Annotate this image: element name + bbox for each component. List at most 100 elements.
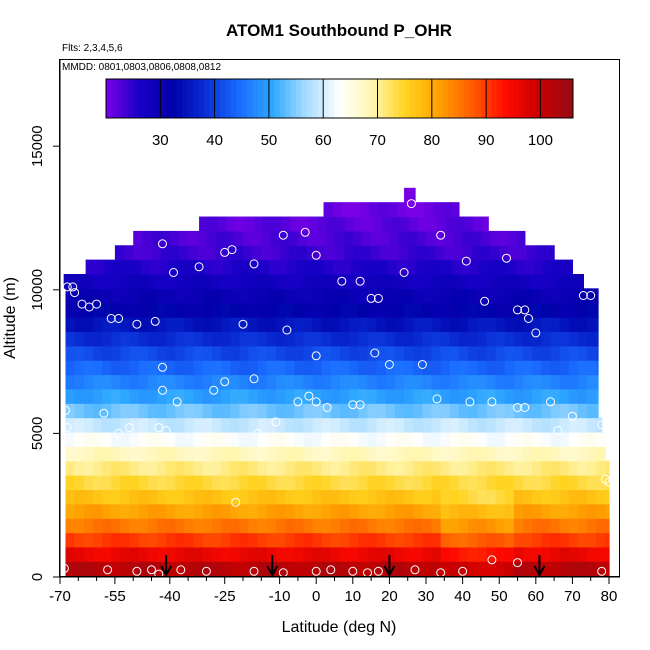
heatmap-cell — [221, 288, 231, 304]
heatmap-cell — [349, 388, 359, 404]
heatmap-cell — [259, 259, 270, 275]
heatmap-cell — [404, 403, 414, 419]
heatmap-cell — [413, 302, 423, 318]
heatmap-cell — [449, 360, 460, 376]
heatmap-cell — [156, 460, 167, 476]
sample-point — [132, 319, 142, 329]
heatmap-cell — [166, 503, 176, 519]
heatmap-cell — [577, 561, 588, 577]
heatmap-cell — [92, 503, 103, 519]
dates-label: MMDD: 0801,0803,0806,0808,0812 — [62, 62, 221, 73]
x-tick-label: 60 — [527, 588, 544, 605]
heatmap-cell — [340, 374, 350, 390]
heatmap-cell — [559, 446, 570, 462]
heatmap-cell — [138, 475, 149, 490]
heatmap-cell — [422, 446, 433, 462]
heatmap-cell — [341, 202, 352, 218]
heatmap-cell — [486, 317, 497, 333]
heatmap-cell — [367, 302, 378, 318]
heatmap-cell — [330, 374, 341, 390]
sample-point — [278, 230, 288, 240]
heatmap-cell — [184, 503, 195, 519]
heatmap-cell — [338, 273, 348, 289]
heatmap-cell — [358, 431, 369, 447]
heatmap-cell — [184, 374, 195, 390]
heatmap-cell — [330, 503, 341, 519]
heatmap-cell — [74, 360, 85, 376]
heatmap-cell — [367, 561, 378, 577]
chart-title: ATOM1 Southbound P_OHR — [226, 21, 452, 40]
heatmap-cell — [120, 503, 131, 519]
heatmap-cell — [541, 503, 552, 519]
heatmap-cell — [449, 403, 460, 419]
heatmap-cell — [221, 331, 231, 347]
sample-point — [194, 262, 204, 272]
heatmap-cell — [292, 273, 303, 289]
heatmap-cell — [376, 460, 387, 476]
heatmap-cell — [193, 288, 204, 304]
heatmap-cell — [504, 345, 515, 361]
heatmap-cell — [193, 417, 204, 433]
heatmap-cell — [74, 317, 85, 333]
heatmap-cell — [389, 245, 400, 261]
heatmap-cell — [257, 489, 268, 505]
heatmap-cell — [550, 388, 561, 404]
heatmap-cell — [541, 532, 552, 548]
heatmap-cell — [523, 331, 533, 347]
heatmap-cell — [495, 475, 506, 490]
heatmap-cell — [239, 403, 250, 419]
heatmap-cell — [431, 388, 442, 404]
heatmap-cell — [221, 388, 231, 404]
heatmap-cell — [449, 489, 460, 505]
heatmap-cell — [508, 245, 519, 261]
heatmap-cell — [129, 388, 140, 404]
heatmap-cell — [477, 403, 487, 419]
heatmap-cell — [83, 431, 94, 447]
heatmap-cell — [394, 431, 405, 447]
heatmap-cell — [350, 202, 361, 218]
heatmap-cell — [513, 431, 524, 447]
heatmap-cell — [513, 503, 524, 519]
heatmap-cell — [416, 230, 427, 246]
heatmap-cell — [294, 503, 304, 519]
heatmap-cell — [138, 317, 149, 333]
heatmap-cell — [495, 288, 506, 304]
heatmap-cell — [138, 532, 149, 548]
heatmap-cell — [587, 546, 597, 562]
heatmap-cell — [294, 546, 304, 562]
heatmap-cell — [147, 561, 158, 577]
heatmap-cell — [275, 403, 286, 419]
heatmap-cell — [568, 302, 579, 318]
heatmap-cell — [404, 345, 414, 361]
heatmap-cell — [239, 288, 250, 304]
heatmap-cell — [211, 460, 222, 476]
heatmap-cell — [424, 259, 434, 275]
heatmap-cell — [74, 431, 85, 447]
heatmap-cell — [305, 259, 315, 275]
heatmap-cell — [235, 216, 246, 232]
heatmap-cell — [252, 230, 262, 246]
heatmap-cell — [513, 331, 524, 347]
colorbar-swatch — [540, 79, 547, 118]
heatmap-cell — [596, 317, 599, 333]
heatmap-cell — [413, 561, 423, 577]
heatmap-cell — [270, 230, 281, 246]
heatmap-cell — [297, 245, 308, 261]
heatmap-cell — [462, 230, 473, 246]
sample-point — [132, 566, 142, 576]
heatmap-cell — [458, 374, 469, 390]
heatmap-cell — [605, 532, 610, 548]
heatmap-cell — [248, 288, 259, 304]
heatmap-cell — [349, 331, 359, 347]
heatmap-cell — [550, 489, 561, 505]
heatmap-cell — [453, 245, 464, 261]
heatmap-cell — [248, 403, 259, 419]
heatmap-cell — [458, 360, 469, 376]
heatmap-cell — [376, 302, 387, 318]
heatmap-cell — [147, 460, 158, 476]
heatmap-cell — [369, 259, 380, 275]
heatmap-cell — [394, 518, 405, 534]
heatmap-cell — [413, 317, 423, 333]
heatmap-cell — [458, 345, 469, 361]
heatmap-cell — [202, 417, 213, 433]
